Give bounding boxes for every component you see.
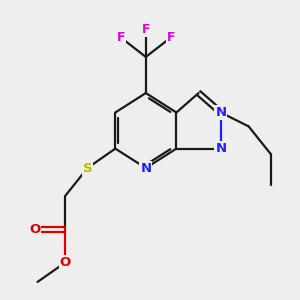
Text: S: S xyxy=(83,162,92,175)
Text: N: N xyxy=(215,142,226,155)
Text: O: O xyxy=(29,223,40,236)
Text: F: F xyxy=(117,31,125,44)
Text: N: N xyxy=(140,162,152,175)
Text: F: F xyxy=(167,31,175,44)
Text: N: N xyxy=(215,106,226,119)
Text: F: F xyxy=(142,23,150,36)
Text: O: O xyxy=(60,256,71,269)
